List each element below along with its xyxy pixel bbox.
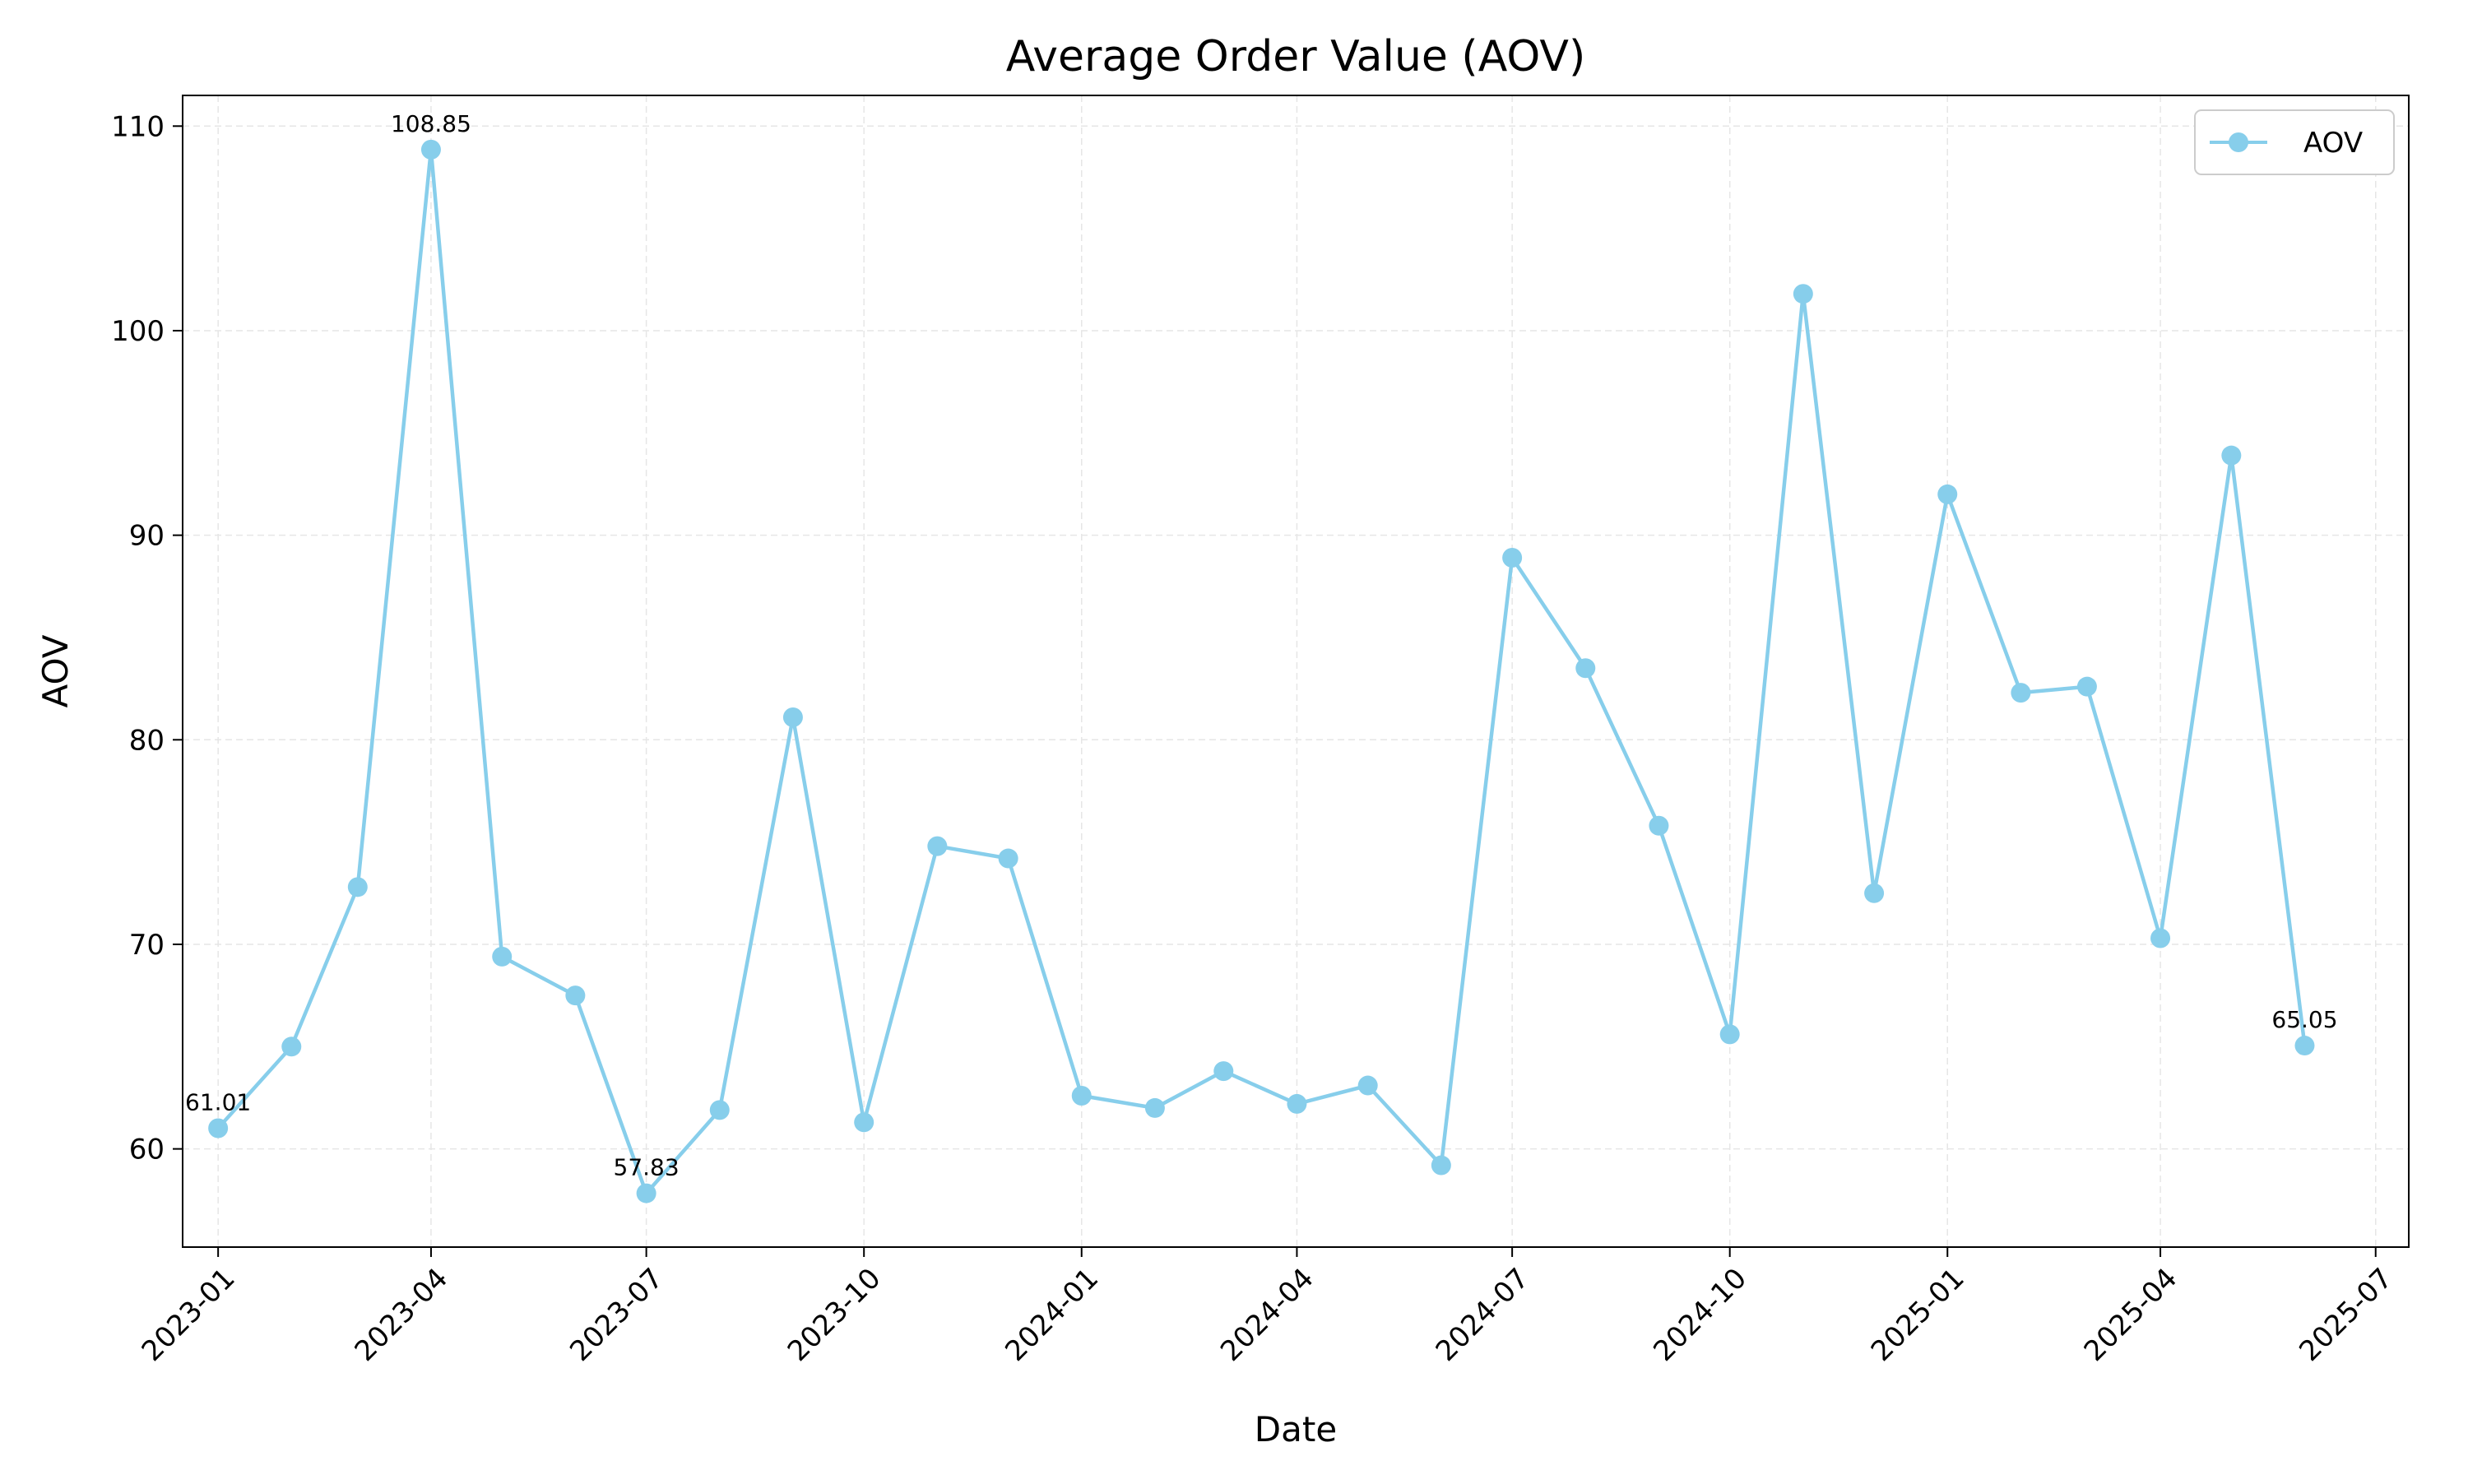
y-tick-label: 90 [129,520,165,553]
data-point-2023-12 [998,848,1018,869]
data-point-2023-06 [565,985,586,1006]
x-tick-label: 2023-10 [782,1262,888,1368]
data-point-2024-04 [1287,1093,1307,1114]
legend[interactable]: AOV [2194,109,2395,175]
data-point-2023-11 [927,836,948,856]
plot-frame [182,95,2410,1248]
data-point-2023-09 [782,707,803,727]
data-point-2024-01 [1071,1085,1092,1106]
data-point-2025-04 [2150,928,2171,948]
data-point-2024-09 [1649,815,1669,836]
x-tick-label: 2023-01 [136,1262,242,1368]
data-point-2024-10 [1719,1024,1740,1045]
x-tick-label: 2024-10 [1647,1262,1753,1368]
series-layer [208,139,2315,1203]
data-point-2025-05 [2221,445,2242,466]
series-line-aov [216,147,2307,1195]
data-label-2023-04: 108.85 [391,110,471,137]
data-point-2024-02 [1144,1097,1165,1118]
x-axis-label: Date [1255,1409,1337,1449]
data-point-2023-02 [281,1036,302,1057]
data-point-2023-07 [636,1183,656,1203]
x-tick-label: 2023-04 [349,1262,455,1368]
data-point-2023-08 [709,1100,730,1120]
data-point-2024-11 [1793,284,1813,304]
data-point-2023-04 [420,139,441,160]
data-point-2024-07 [1502,547,1523,568]
data-point-2025-06 [2294,1036,2315,1056]
x-tick-label: 2025-07 [2293,1262,2399,1368]
data-label-2023-01: 61.01 [185,1089,251,1116]
x-tick-label: 2024-04 [1214,1262,1320,1368]
x-tick-label: 2025-01 [1865,1262,1971,1368]
legend-marker-swatch [2229,132,2248,152]
data-point-2024-06 [1431,1155,1451,1176]
data-point-2023-03 [347,877,368,897]
x-tick-label: 2025-04 [2078,1262,2184,1368]
data-point-2024-03 [1213,1061,1234,1082]
x-tick-label: 2024-01 [999,1262,1105,1368]
y-tick-label: 60 [129,1134,165,1166]
data-label-2023-07: 57.83 [614,1154,680,1181]
data-label-2025-06: 65.05 [2271,1006,2337,1033]
x-tick-label: 2023-07 [564,1262,670,1368]
data-point-2025-03 [2076,676,2097,697]
data-point-2023-01 [208,1118,229,1139]
y-tick-label: 110 [111,110,165,143]
y-axis-label: AOV [35,634,76,707]
data-point-2023-10 [854,1112,874,1133]
grid-layer [183,95,2409,1247]
data-point-2024-05 [1357,1075,1378,1096]
data-labels-layer: 61.01 108.85 57.83 65.05 [185,110,2338,1181]
data-point-2024-08 [1575,658,1596,679]
y-tick-label: 100 [111,315,165,348]
x-tick-label: 2024-07 [1430,1262,1536,1368]
y-tick-label: 70 [129,929,165,962]
data-point-2023-05 [492,946,513,967]
legend-label: AOV [2303,127,2363,160]
data-point-2025-01 [1937,484,1958,504]
legend-box [2194,109,2395,175]
data-point-2024-12 [1864,883,1885,903]
chart-title: Average Order Value (AOV) [1006,32,1586,81]
data-point-2025-02 [2011,683,2031,703]
y-tick-label: 80 [129,724,165,757]
